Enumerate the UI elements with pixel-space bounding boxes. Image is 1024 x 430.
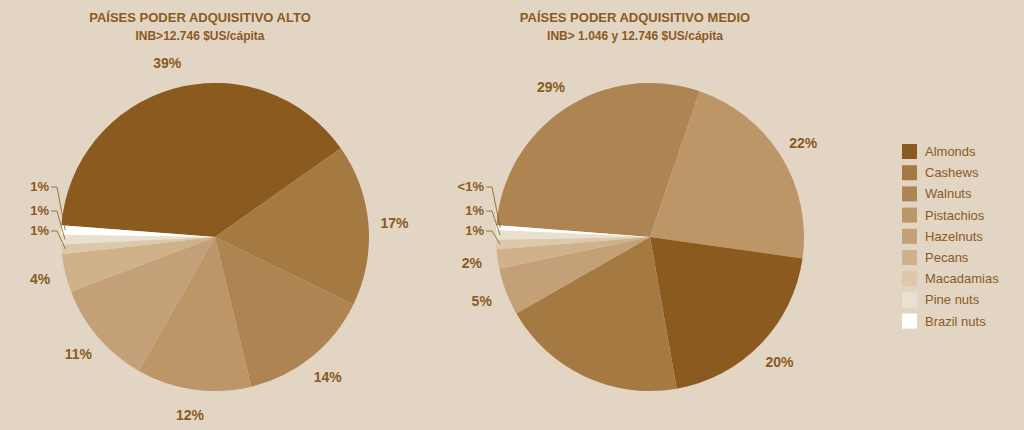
legend-label: Hazelnuts [925,229,983,244]
chart-subtitle: INB>12.746 $US/cápita [135,29,264,43]
chart-title: PAÍSES PODER ADQUISITIVO ALTO [89,10,311,25]
legend-swatch [902,314,917,329]
slices [61,83,369,391]
data-label: 1% [30,223,49,238]
legend-label: Cashews [925,165,979,180]
legend-swatch [902,292,917,307]
pie-slice [496,225,650,237]
legend-swatch [902,250,917,265]
data-label: 4% [30,271,51,287]
legend-label: Pine nuts [925,292,980,307]
data-label: 12% [176,407,205,423]
chart-subtitle: INB> 1.046 y 12.746 $US/cápita [547,29,723,43]
data-label: 39% [153,55,182,71]
data-label: 22% [789,135,818,151]
data-label: 14% [314,369,343,385]
pie-slice [61,225,215,237]
data-labels: 39% 17% 14% 12% 11% 4% 1% 1% 1% [30,55,409,423]
pie-slice [496,237,650,268]
legend-swatch [902,208,917,223]
data-labels: 29% 22% 20% 5% 2% 1% 1% <1% [458,79,818,370]
data-label: 1% [465,203,484,218]
legend-label: Almonds [925,144,976,159]
pie-slice [62,237,215,292]
legend-swatch [902,144,917,159]
data-label: 5% [472,293,493,309]
chart-title: PAÍSES PODER ADQUISITIVO MEDIO [520,10,750,25]
legend-label: Macadamias [925,271,999,286]
pie-chart: PAÍSES PODER ADQUISITIVO MEDIO INB> 1.046… [458,10,818,391]
leader-line [51,211,65,240]
data-label: 1% [465,223,484,238]
data-label: 17% [380,215,409,231]
data-label: 29% [537,79,566,95]
legend: Almonds Cashews Walnuts Pistachios Hazelnuts… [902,144,999,329]
pie-chart: PAÍSES PODER ADQUISITIVO ALTO INB>12.746 … [30,10,409,423]
legend-label: Walnuts [925,186,972,201]
legend-swatch [902,165,917,180]
data-label: 11% [65,346,93,362]
slices [496,83,804,391]
data-label: 2% [462,255,483,271]
legend-label: Pecans [925,250,969,265]
leader-line [51,187,65,230]
pie-slice [650,237,803,389]
background [0,0,1024,430]
data-label: 1% [30,179,49,194]
data-label: 1% [30,203,49,218]
leader-line [486,187,500,228]
legend-swatch [902,229,917,244]
chart-canvas: PAÍSES PODER ADQUISITIVO ALTO INB>12.746 … [0,0,1024,430]
legend-swatch [902,271,917,286]
data-label: 20% [765,354,794,370]
pie-slice [650,91,804,258]
legend-label: Pistachios [925,208,985,223]
legend-swatch [902,186,917,201]
leader-line [486,231,500,244]
legend-label: Brazil nuts [925,314,986,329]
data-label: <1% [458,179,485,194]
